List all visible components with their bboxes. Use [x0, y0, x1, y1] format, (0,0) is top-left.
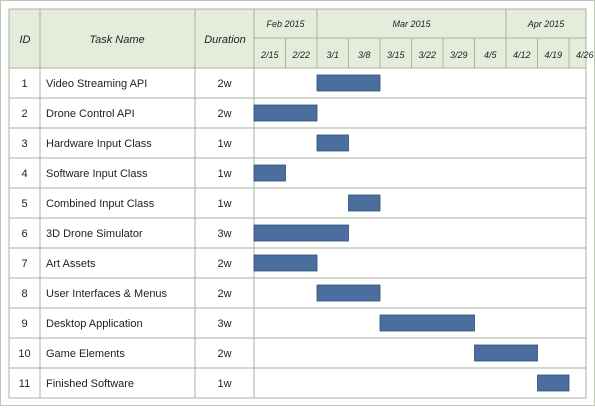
task-name: Combined Input Class — [46, 198, 155, 210]
task-bar — [537, 374, 570, 392]
task-bar — [316, 284, 381, 302]
task-name: 3D Drone Simulator — [46, 228, 143, 240]
task-rows: 1 Video Streaming API 2w 2 Drone Control API… — [18, 78, 231, 390]
task-name: User Interfaces & Menus — [46, 288, 168, 300]
task-bar — [253, 104, 318, 122]
week-label: 2/15 — [260, 50, 280, 60]
week-label: 3/29 — [450, 50, 468, 60]
task-duration: 3w — [217, 318, 231, 330]
task-id: 4 — [21, 168, 27, 180]
task-duration: 2w — [217, 108, 231, 120]
month-label: Apr 2015 — [527, 19, 566, 29]
task-name: Drone Control API — [46, 108, 135, 120]
task-duration: 1w — [217, 138, 231, 150]
week-labels: 2/15 2/22 3/1 3/8 3/15 3/22 3/29 4/5 4/12 4/19 4/2… — [260, 50, 594, 60]
task-bar — [316, 134, 349, 152]
task-name: Hardware Input Class — [46, 138, 152, 150]
task-id: 7 — [21, 258, 27, 270]
task-id: 6 — [21, 228, 27, 240]
week-label: 4/5 — [484, 50, 498, 60]
task-id: 5 — [21, 198, 27, 210]
task-bar — [253, 164, 286, 182]
task-name: Art Assets — [46, 258, 96, 270]
task-bar — [348, 194, 381, 212]
task-duration: 2w — [217, 258, 231, 270]
week-label: 4/12 — [513, 50, 531, 60]
task-name: Video Streaming API — [46, 78, 147, 90]
task-id: 8 — [21, 288, 27, 300]
week-label: 3/1 — [326, 50, 339, 60]
task-bars — [253, 74, 570, 392]
month-labels: Feb 2015 Mar 2015 Apr 2015 — [266, 19, 565, 29]
task-id: 11 — [19, 378, 30, 390]
task-duration: 1w — [217, 198, 231, 210]
week-label: 3/22 — [418, 50, 436, 60]
task-bar — [253, 254, 318, 272]
month-label: Mar 2015 — [392, 19, 431, 29]
week-label: 4/19 — [544, 50, 562, 60]
task-name: Software Input Class — [46, 168, 148, 180]
grid-lines — [8, 8, 587, 399]
week-label: 3/8 — [358, 50, 371, 60]
task-id: 3 — [21, 138, 27, 150]
task-duration: 2w — [217, 348, 231, 360]
month-label: Feb 2015 — [266, 19, 305, 29]
table-border — [8, 8, 587, 399]
task-name: Finished Software — [46, 378, 134, 390]
header-duration: Duration — [204, 34, 246, 46]
week-label: 3/15 — [387, 50, 406, 60]
task-id: 1 — [21, 78, 27, 90]
task-id: 10 — [18, 348, 30, 360]
task-duration: 3w — [217, 228, 231, 240]
task-id: 2 — [21, 108, 27, 120]
header-id: ID — [20, 34, 31, 46]
task-name: Desktop Application — [46, 318, 143, 330]
task-id: 9 — [21, 318, 27, 330]
task-duration: 1w — [217, 168, 231, 180]
task-name: Game Elements — [46, 348, 125, 360]
week-label: 2/22 — [291, 50, 310, 60]
task-duration: 2w — [217, 78, 231, 90]
task-bar — [474, 344, 538, 362]
header-task-name: Task Name — [89, 34, 144, 46]
task-bar — [253, 224, 349, 242]
task-duration: 2w — [217, 288, 231, 300]
task-bar — [379, 314, 475, 332]
week-label: 4/26 — [576, 50, 594, 60]
task-bar — [316, 74, 381, 92]
task-duration: 1w — [217, 378, 231, 390]
